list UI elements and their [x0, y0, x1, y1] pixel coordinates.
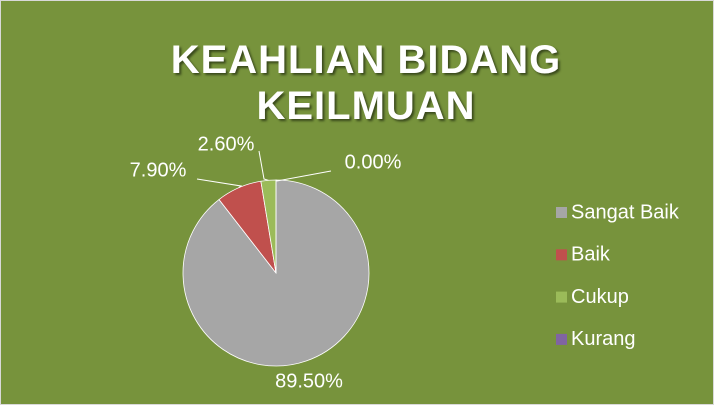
legend-label: Cukup	[571, 286, 629, 308]
leader-line	[275, 170, 332, 182]
data-label: 2.60%	[198, 133, 255, 155]
leader-line	[196, 178, 243, 189]
legend-label: Sangat Baik	[571, 201, 680, 223]
legend-label: Baik	[571, 244, 611, 266]
leader-line	[258, 150, 269, 181]
data-label: 0.00%	[345, 151, 402, 173]
data-label: 89.50%	[275, 370, 343, 392]
legend-swatch	[556, 333, 567, 345]
legend-swatch	[556, 249, 567, 261]
legend-label: Kurang	[571, 328, 636, 350]
chart-title: KEAHLIAN BIDANG KEILMUAN	[170, 38, 562, 128]
legend-swatch	[556, 291, 567, 303]
data-label: 7.90%	[130, 159, 187, 181]
legend-swatch	[556, 207, 567, 218]
